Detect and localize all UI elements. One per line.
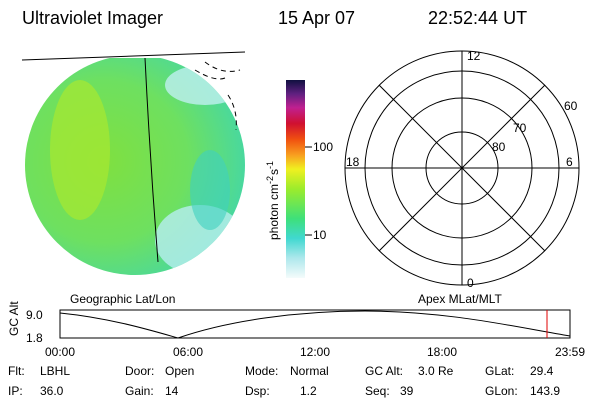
altitude-xtick-label: 00:00 [45,345,75,359]
status-value: 29.4 [530,364,554,378]
meridian [144,57,159,263]
status-value: 1.2 [300,384,317,398]
status-label: Gain: [125,384,154,398]
limb-line [21,51,246,61]
colorbar-label-part: s [267,169,281,175]
status-value: Open [165,364,194,378]
coast-lines [194,61,241,131]
colorbar-tick-label: 100 [313,140,333,154]
status-label: Dsp: [245,384,270,398]
altitude-xtick-label: 06:00 [173,345,203,359]
mlt-label: 0 [467,276,474,290]
mlt-label: 6 [566,155,573,169]
colorbar-tick-label: 10 [313,228,327,242]
status-label: Mode: [245,364,278,378]
status-label: Door: [125,364,154,378]
status-label: Seq: [365,384,390,398]
status-label: GLon: [485,384,518,398]
colorbar-label-part: -1 [265,161,275,169]
altitude-xtick-label: 12:00 [300,345,330,359]
lat-label: 80 [492,140,506,154]
polar-grid [344,50,580,286]
date: 15 Apr 07 [278,8,355,28]
status-label: Flt: [8,364,25,378]
altitude-curve [59,310,571,339]
status-value: LBHL [40,364,70,378]
title: Ultraviolet Imager [22,8,163,28]
status-value: 14 [165,384,179,398]
panel-label: Apex MLat/MLT [418,292,502,306]
status-label: GC Alt: [365,364,403,378]
status-value: 39 [400,384,414,398]
status-value: 36.0 [40,384,64,398]
time: 22:52:44 UT [428,8,527,28]
status-label: IP: [8,384,23,398]
altitude-ylabel: GC Alt [7,301,21,336]
lat-label: 60 [564,99,578,113]
colorbar-label-part: photon cm [267,184,281,240]
status-value: Normal [290,364,329,378]
mlt-label: 18 [346,155,360,169]
altitude-ytick-label: 9.0 [26,308,43,322]
panel-label: Geographic Lat/Lon [70,292,175,306]
earth-image [25,58,245,275]
altitude-frame [59,309,571,339]
altitude-ytick-label: 1.8 [26,331,43,345]
colorbar-label-part: -2 [265,176,275,184]
status-value: 143.9 [530,384,560,398]
altitude-xtick-label: 23:59 [555,345,585,359]
lat-label: 70 [513,121,527,135]
colorbar-label: photon cm-2s-1 [265,161,281,240]
status-label: GLat: [485,364,514,378]
mlt-label: 12 [467,49,481,63]
colorbar [286,80,305,278]
altitude-xtick-label: 18:00 [427,345,457,359]
status-value: 3.0 Re [418,364,454,378]
